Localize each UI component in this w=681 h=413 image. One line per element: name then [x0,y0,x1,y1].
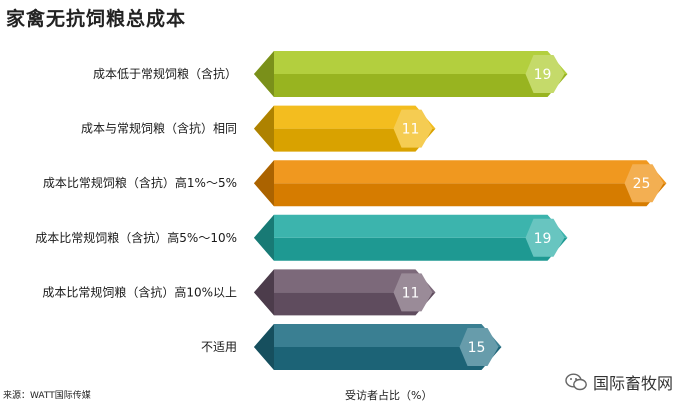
category-label: 成本比常规饲粮（含抗）高5%～10% [35,230,237,245]
source-note: 来源：WATT国际传媒 [3,391,91,401]
x-axis-label: 受访者占比（%） [345,389,433,402]
bar [254,214,568,261]
bar [254,51,568,97]
wechat-icon [565,373,587,391]
data-label: 19 [534,231,552,247]
bar [254,269,436,316]
category-label: 成本低于常规饲粮（含抗） [93,66,237,81]
data-label: 11 [402,122,420,138]
category-label: 成本比常规饲粮（含抗）高10%以上 [42,284,237,299]
data-label: 25 [633,176,651,192]
data-label: 11 [402,285,420,301]
brand-watermark: 国际畜牧网 [565,370,673,394]
bar [254,105,436,152]
brand-name: 国际畜牧网 [592,374,673,393]
category-label: 成本比常规饲粮（含抗）高1%～5% [43,175,237,190]
bar [254,324,502,370]
data-label: 19 [534,67,552,83]
data-label: 15 [468,340,486,356]
category-label: 不适用 [201,340,237,354]
category-label: 成本与常规饲粮（含抗）相同 [81,121,237,136]
chart-title: 家禽无抗饲粮总成本 [6,8,187,30]
bar [254,160,667,207]
